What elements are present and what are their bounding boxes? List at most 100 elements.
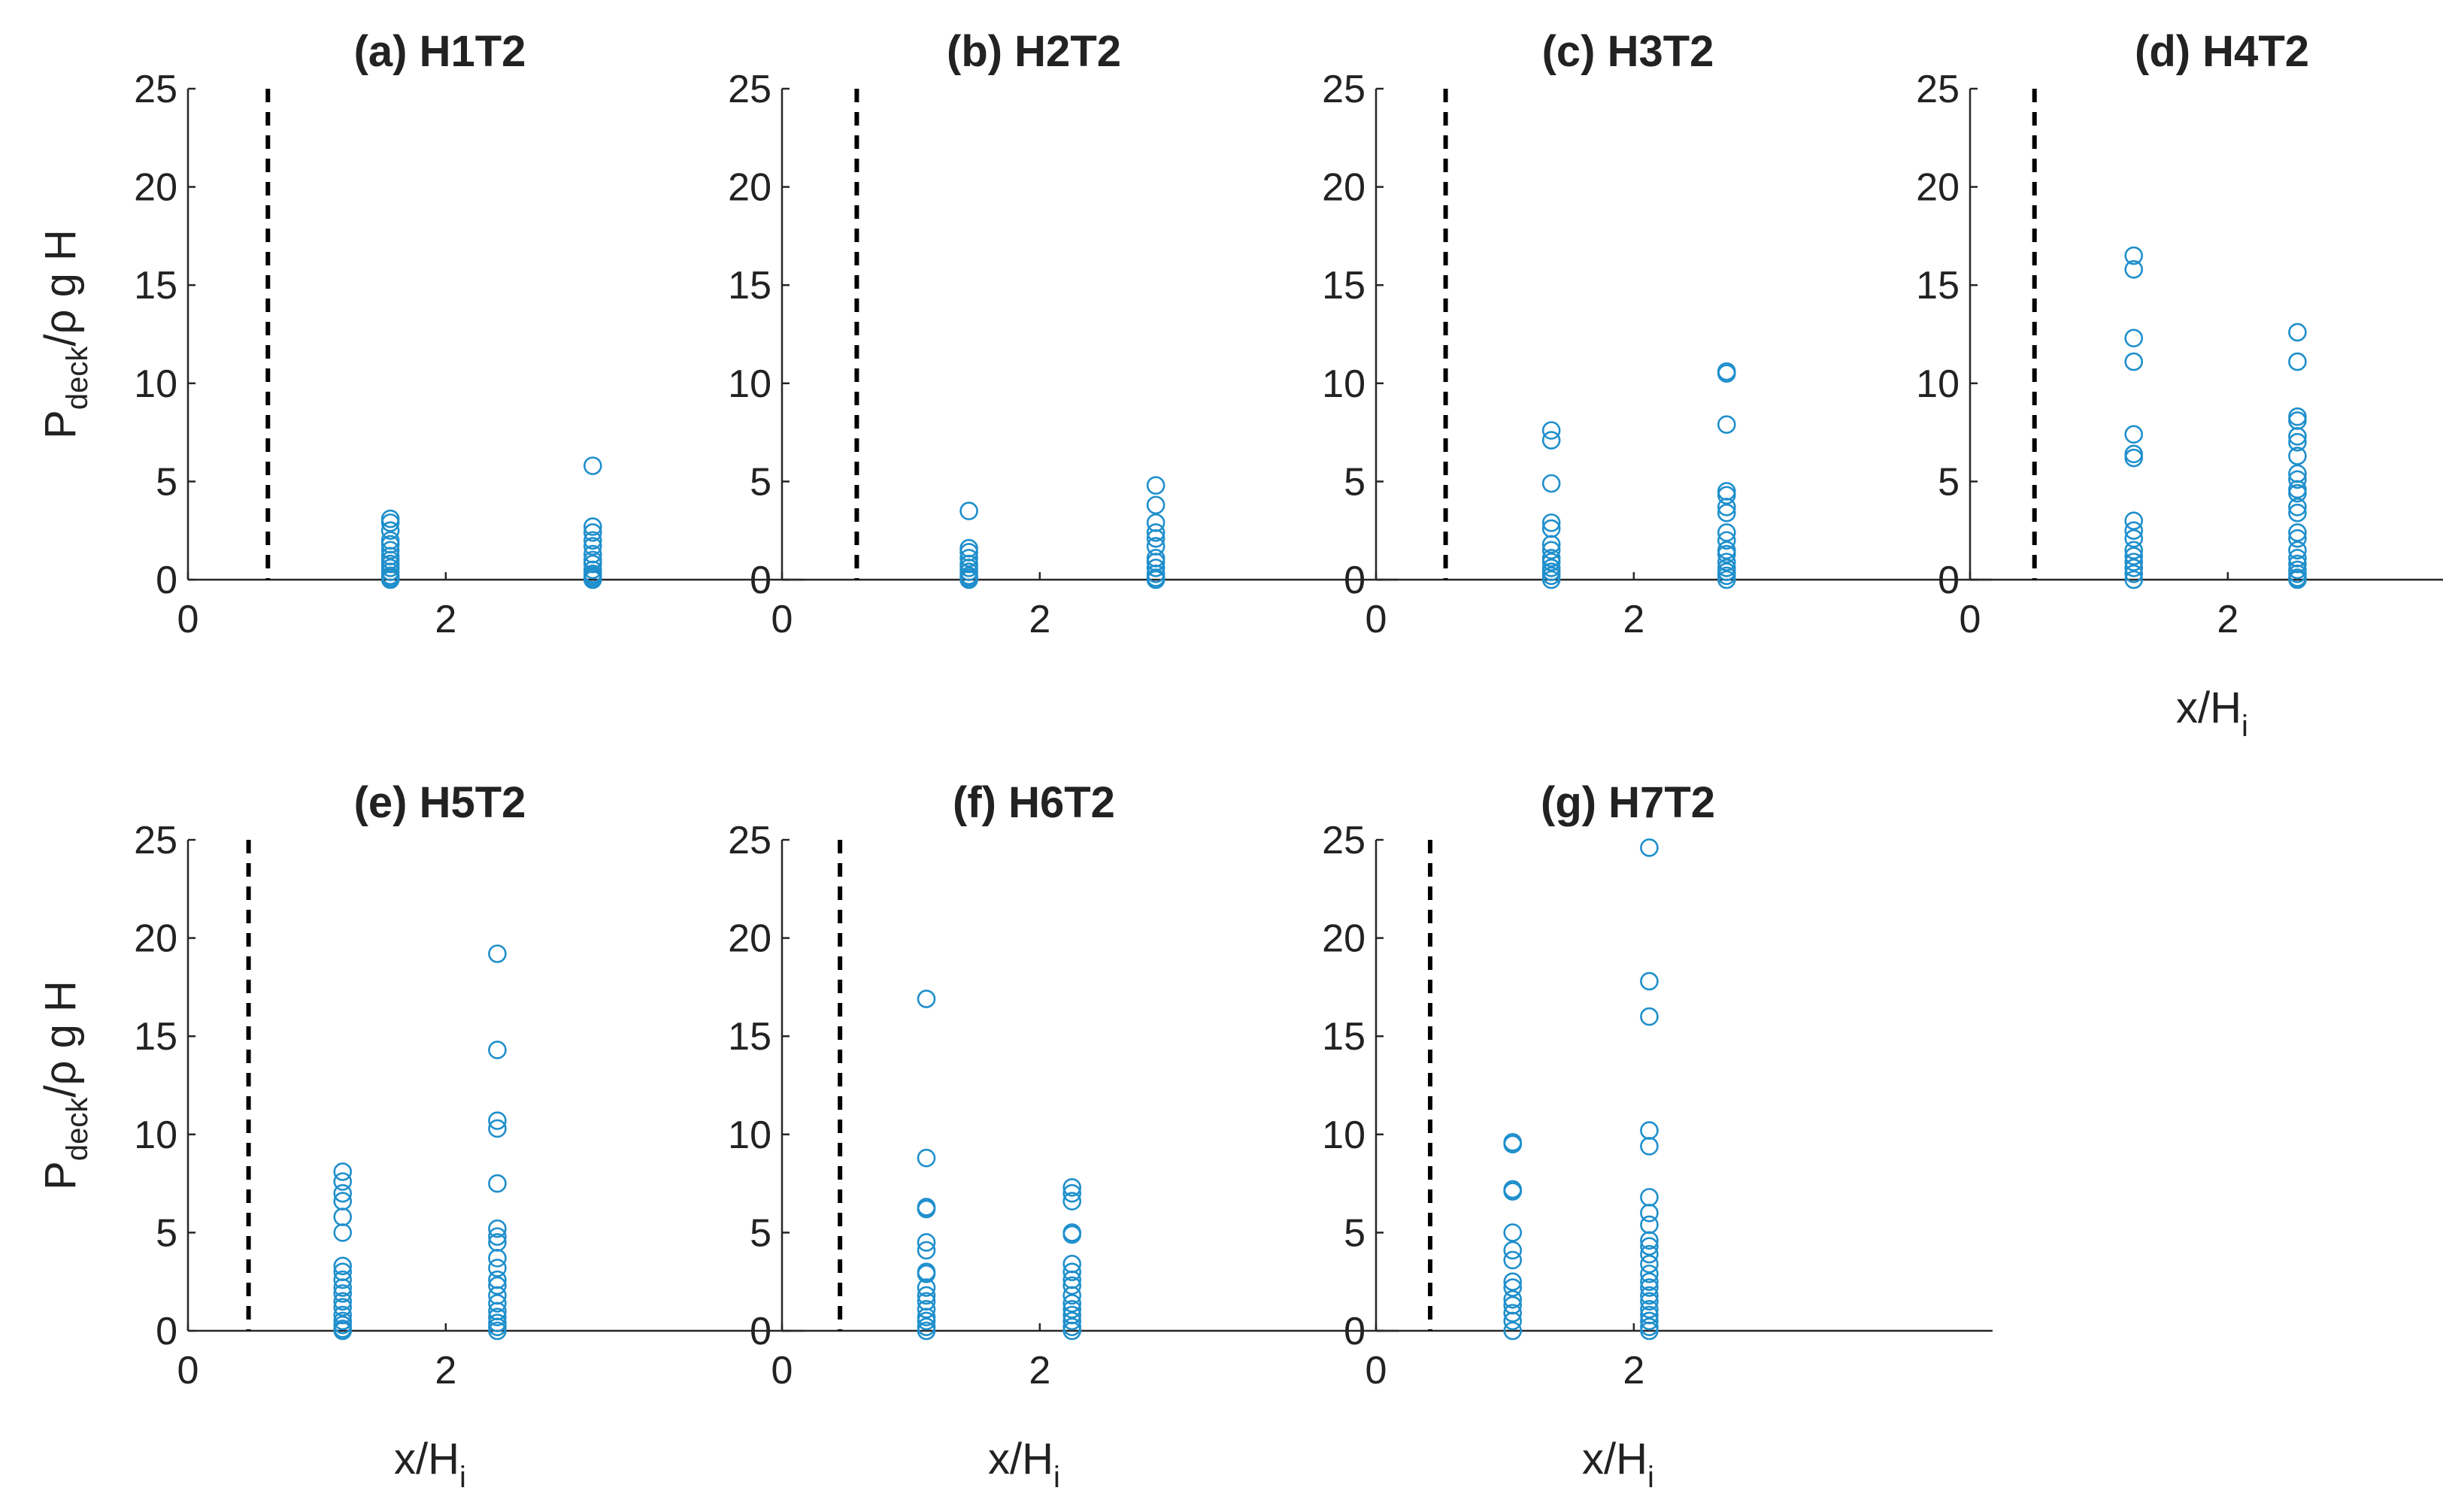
scatter-point [1062, 1299, 1082, 1319]
y-tick-label: 25 [728, 68, 771, 111]
scatter-point [1640, 1292, 1659, 1311]
y-tick-label: 10 [1322, 1114, 1365, 1157]
scatter-point [2124, 425, 2144, 444]
scatter-point [2288, 570, 2307, 589]
y-tick-label: 20 [728, 166, 771, 210]
scatter-point [2288, 432, 2307, 452]
scatter-point [1640, 1231, 1659, 1250]
scatter-point [959, 501, 978, 520]
scatter-point [1541, 553, 1561, 571]
scatter-point [1640, 1244, 1659, 1264]
panel-title: (g) H7T2 [1541, 778, 1715, 827]
scatter-point [1717, 544, 1736, 564]
scatter-point [2124, 511, 2144, 530]
scatter-point [333, 1292, 353, 1311]
panel-title: (a) H1T2 [354, 27, 526, 76]
x-tick-label: 0 [771, 598, 793, 641]
scatter-point [2288, 503, 2307, 523]
y-tick-label: 20 [134, 166, 177, 210]
scatter-point [333, 1183, 353, 1203]
scatter-point [2124, 570, 2144, 589]
y-tick-label: 5 [750, 460, 771, 504]
scatter-point [1146, 570, 1165, 589]
panel-title: (e) H5T2 [354, 778, 526, 827]
scatter-point [2124, 553, 2144, 571]
scatter-point [1640, 1321, 1659, 1341]
x-axis-label: x/Hi [2176, 683, 2248, 743]
scatter-point [1717, 531, 1736, 550]
scatter-point [917, 1299, 936, 1319]
scatter-point [2124, 329, 2144, 348]
y-tick-label: 15 [134, 1015, 177, 1059]
x-tick-label: 0 [1365, 1349, 1387, 1392]
scatter-point [333, 1207, 353, 1226]
scatter-point [1062, 1276, 1082, 1295]
scatter-point [1717, 415, 1736, 434]
scatter-point [1717, 486, 1736, 505]
scatter-point [959, 538, 978, 558]
scatter-point [1640, 1311, 1659, 1331]
x-axis-label: x/Hi [1582, 1435, 1654, 1494]
y-tick-label: 0 [1344, 1310, 1365, 1353]
scatter-point [1503, 1250, 1523, 1270]
scatter-point [583, 570, 602, 589]
x-tick-label: 2 [2217, 598, 2238, 641]
scatter-point [2288, 529, 2307, 548]
scatter-point [1640, 1007, 1659, 1026]
scatter-point [959, 570, 978, 589]
y-tick-label: 15 [1322, 264, 1365, 308]
scatter-point [1503, 1289, 1523, 1309]
scatter-point [488, 1307, 507, 1327]
x-tick-label: 2 [1623, 598, 1644, 641]
scatter-point [2124, 246, 2144, 265]
scatter-point [488, 1317, 507, 1337]
scatter-point [1640, 1121, 1659, 1140]
y-tick-label: 15 [728, 1015, 771, 1059]
scatter-point [2124, 564, 2144, 583]
scatter-point [1503, 1182, 1523, 1201]
scatter-point [1146, 476, 1165, 495]
scatter-point [1062, 1294, 1082, 1313]
panel-title: (c) H3T2 [1542, 27, 1714, 76]
scatter-point [2288, 323, 2307, 342]
panel-g: 0 5 10 15 20 25 0 2 (g) H7T2 x/Hi [1322, 778, 1993, 1494]
scatter-point [1503, 1135, 1523, 1154]
x-tick-label: 2 [435, 598, 456, 641]
x-tick-label: 2 [1029, 598, 1050, 641]
x-tick-label: 0 [1365, 598, 1387, 641]
panel-c: 0 5 10 15 20 25 0 2 (c) H3T2 [1322, 27, 1993, 641]
panel-title: (d) H4T2 [2135, 27, 2309, 76]
y-tick-label: 10 [728, 362, 771, 406]
scatter-point [2288, 407, 2307, 426]
scatter-point [2124, 448, 2144, 468]
y-tick-label: 15 [1322, 1015, 1365, 1059]
scatter-point [1640, 1286, 1659, 1305]
scatter-point [917, 1241, 936, 1260]
scatter-point [333, 1298, 353, 1317]
scatter-point [1640, 1215, 1659, 1235]
x-tick-label: 0 [1960, 598, 1981, 641]
y-tick-label: 5 [156, 1211, 177, 1255]
y-tick-label: 20 [134, 917, 177, 961]
y-tick-label: 0 [750, 559, 771, 602]
scatter-point [1146, 559, 1165, 577]
scatter-point [333, 1256, 353, 1276]
scatter-point [1541, 541, 1561, 560]
scatter-point [1062, 1286, 1082, 1305]
y-tick-label: 25 [728, 819, 771, 862]
scatter-point [333, 1270, 353, 1289]
scatter-point [1541, 535, 1561, 554]
scatter-point [1717, 364, 1736, 383]
scatter-point [917, 1148, 936, 1168]
x-tick-label: 2 [435, 1349, 456, 1392]
y-tick-label: 10 [134, 1114, 177, 1157]
scatter-point [1640, 971, 1659, 991]
scatter-point [1717, 570, 1736, 589]
y-tick-label: 10 [1916, 362, 1960, 406]
scatter-point [380, 521, 400, 541]
scatter-point [488, 1294, 507, 1313]
scatter-point [1503, 1241, 1523, 1260]
x-tick-label: 2 [1029, 1349, 1050, 1392]
scatter-point [2124, 521, 2144, 541]
